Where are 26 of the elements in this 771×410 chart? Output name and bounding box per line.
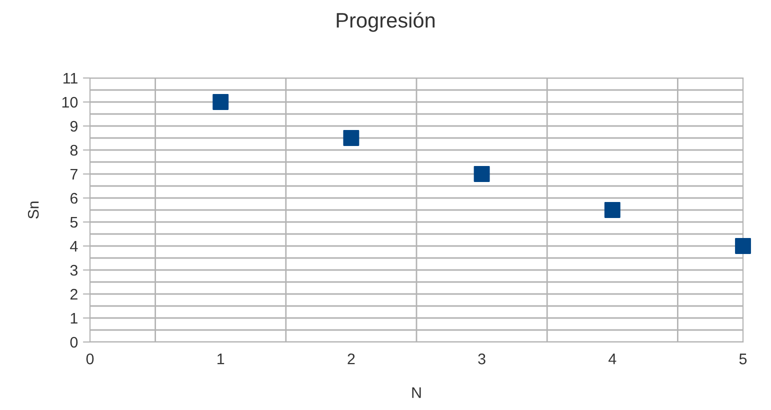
point: [474, 166, 490, 182]
y-tick-label: 0: [70, 336, 78, 348]
x-tick-label: 2: [348, 354, 355, 364]
y-tick-label: 9: [70, 120, 78, 132]
y-tick-label: 2: [70, 288, 78, 300]
x-tick-label: 0: [86, 354, 94, 364]
x-tick-label: 1: [218, 354, 224, 364]
x-tick-label: 4: [608, 354, 616, 364]
y-tick-label: 11: [63, 73, 78, 84]
point: [604, 202, 620, 218]
y-tick-label: 10: [62, 96, 78, 108]
y-tick-label: 1: [70, 313, 78, 324]
y-axis-title: Sn: [28, 202, 39, 219]
chart-title: Progresión: [336, 12, 435, 32]
x-tick-label: 5: [739, 354, 747, 364]
y-tick-label: 7: [70, 169, 78, 180]
x-tick-label: 3: [478, 354, 486, 364]
point: [343, 130, 360, 146]
point: [735, 238, 751, 254]
y-tick-label: 5: [70, 217, 78, 228]
x-axis-title: N: [412, 387, 421, 398]
y-tick-label: 4: [70, 241, 78, 252]
y-tick-label: 3: [70, 264, 78, 276]
point: [212, 94, 229, 110]
y-tick-label: 8: [70, 144, 78, 156]
y-tick-label: 6: [70, 192, 78, 204]
